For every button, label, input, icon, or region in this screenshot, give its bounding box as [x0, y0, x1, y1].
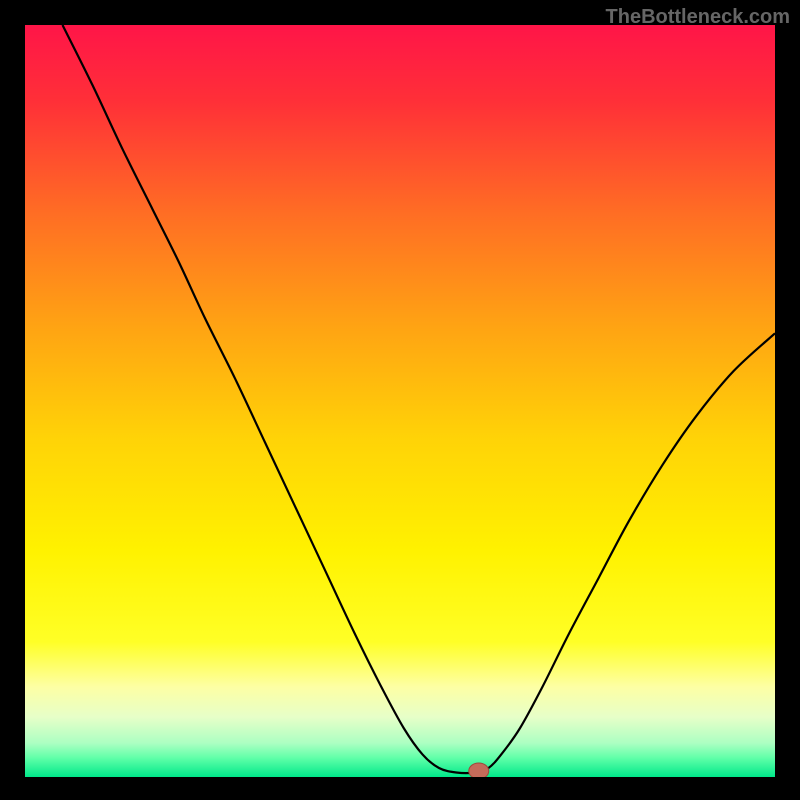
chart-container: TheBottleneck.com [0, 0, 800, 800]
border [775, 0, 800, 800]
border [0, 0, 25, 800]
watermark-text: TheBottleneck.com [606, 6, 790, 29]
plot-background [25, 25, 775, 777]
border [0, 777, 800, 800]
bottleneck-chart [0, 0, 800, 800]
optimal-marker [469, 763, 489, 779]
